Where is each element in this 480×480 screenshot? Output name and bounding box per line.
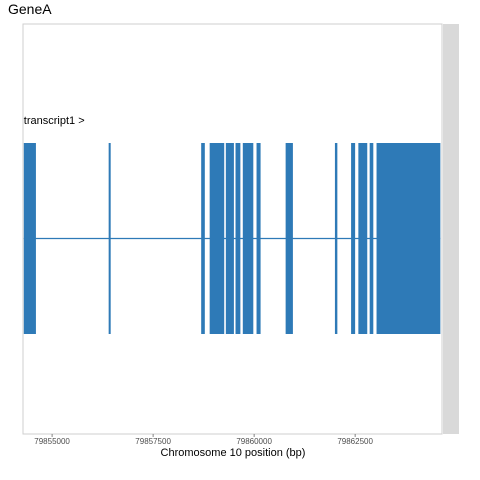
exon-1 xyxy=(23,143,36,334)
exon-8 xyxy=(256,143,261,334)
feature-layer: transcript1 > xyxy=(23,115,441,334)
x-axis-title: Chromosome 10 position (bp) xyxy=(160,447,306,459)
x-tick-label: 79862500 xyxy=(337,437,373,446)
x-axis: 79855000 79857500 79860000 79862500 xyxy=(34,434,373,446)
track-title: GeneA xyxy=(8,1,52,17)
exon-3 xyxy=(201,143,205,334)
exon-9 xyxy=(285,143,293,334)
x-tick-label: 79860000 xyxy=(236,437,272,446)
exon-11 xyxy=(351,143,356,334)
transcript-label: transcript1 > xyxy=(24,115,85,127)
exon-6 xyxy=(235,143,241,334)
exon-10 xyxy=(334,143,338,334)
exon-12 xyxy=(358,143,368,334)
panel-strip xyxy=(443,24,459,434)
exon-5 xyxy=(225,143,234,334)
exon-4 xyxy=(209,143,225,334)
exon-2 xyxy=(108,143,111,334)
x-tick-label: 79855000 xyxy=(34,437,70,446)
x-tick-label: 79857500 xyxy=(135,437,171,446)
exon-13 xyxy=(369,143,374,334)
exon-7 xyxy=(242,143,254,334)
exon-14 xyxy=(376,143,441,334)
